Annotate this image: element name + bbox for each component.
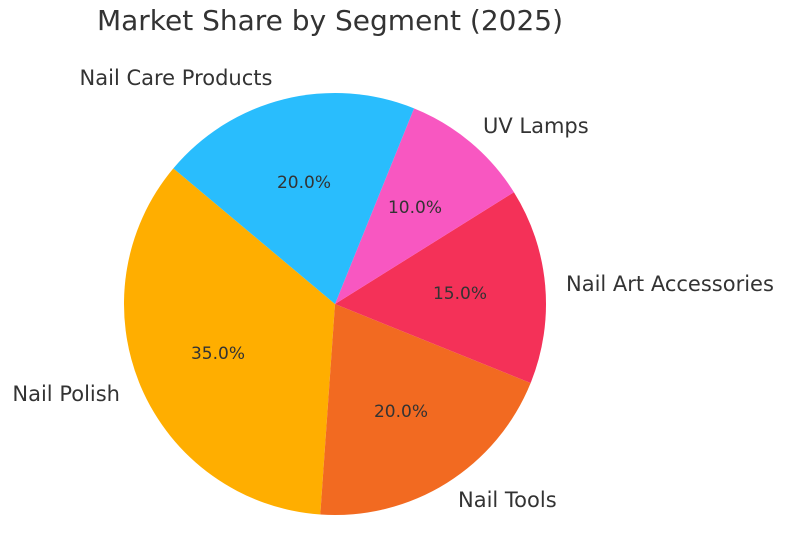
slice-label-nail-art-accessories: Nail Art Accessories [566,272,774,296]
slice-labels: Nail Polish Nail Tools Nail Art Accessor… [12,66,774,512]
slice-label-nail-tools: Nail Tools [458,488,557,512]
slice-pct-nail-tools: 20.0% [374,402,428,422]
slice-label-nail-care-products: Nail Care Products [80,66,273,90]
pie-slice-uv-lamps [335,108,514,304]
pie-slice-nail-art-accessories [335,192,547,384]
slice-pct-uv-lamps: 10.0% [388,198,442,218]
pie-slice-nail-polish [123,168,335,515]
pie-slice-nail-care-products [173,92,415,304]
slice-pct-nail-care-products: 20.0% [277,173,331,193]
pie-slices [123,92,547,516]
slice-label-uv-lamps: UV Lamps [483,114,589,138]
chart-title: Market Share by Segment (2025) [96,4,564,37]
slice-pct-nail-art-accessories: 15.0% [433,284,487,304]
slice-pct-nail-polish: 35.0% [191,344,245,364]
pie-slice-nail-tools [320,304,531,516]
slice-label-nail-polish: Nail Polish [12,382,120,406]
slice-percentages: 35.0% 20.0% 15.0% 10.0% 20.0% [191,173,487,422]
